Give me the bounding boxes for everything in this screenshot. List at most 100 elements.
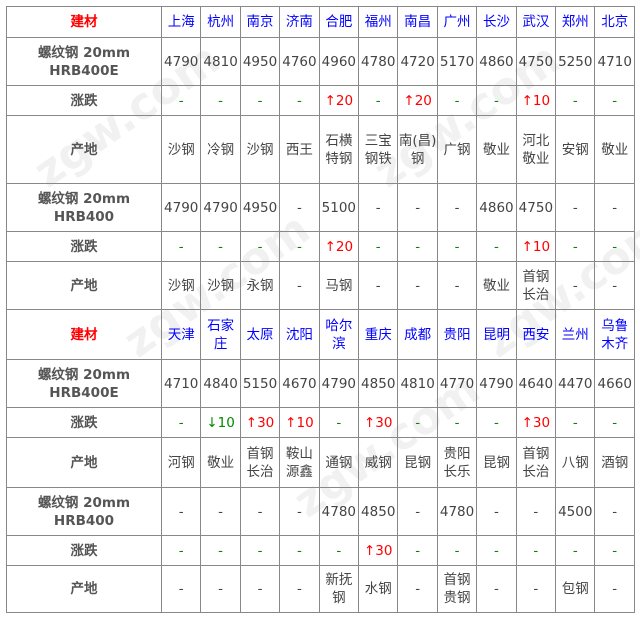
price-cell: -: [279, 487, 320, 536]
change-cell: -: [594, 85, 635, 116]
price-cell: 4470: [555, 359, 596, 408]
origin-cell: 沙钢: [160, 115, 202, 184]
change-cell: -: [200, 535, 241, 566]
header-label: 建材: [6, 6, 162, 38]
change-cell: -: [594, 407, 635, 438]
row-label: 产地: [6, 565, 162, 613]
change-cell: -: [555, 407, 596, 438]
row-label: 产地: [6, 115, 162, 184]
price-cell: 4810: [397, 359, 438, 408]
change-cell: -: [397, 231, 438, 262]
change-cell: -: [358, 85, 399, 116]
price-cell: 4720: [397, 37, 438, 86]
change-cell: -: [436, 535, 478, 566]
price-cell: 4710: [160, 359, 202, 408]
change-cell: -: [515, 535, 557, 566]
origin-cell: 河钢: [160, 437, 202, 488]
origin-cell: 酒钢: [594, 437, 635, 488]
origin-cell: 河北敬业: [515, 115, 557, 184]
origin-cell: 昆钢: [397, 437, 438, 488]
price-cell: 4760: [279, 37, 320, 86]
city-header: 杭州: [200, 6, 241, 38]
change-cell: -: [318, 407, 360, 438]
change-cell: -: [239, 231, 281, 262]
city-header: 天津: [160, 309, 202, 360]
change-cell: -: [555, 231, 596, 262]
city-header: 南京: [239, 6, 281, 38]
price-cell: 4670: [279, 359, 320, 408]
city-header: 哈尔滨: [318, 309, 360, 360]
price-cell: 4660: [594, 359, 635, 408]
change-cell: -: [279, 535, 320, 566]
change-cell: -: [160, 407, 202, 438]
row-label: 产地: [6, 437, 162, 488]
origin-cell: -: [515, 565, 557, 613]
price-cell: 4500: [555, 487, 596, 536]
change-cell: -: [594, 535, 635, 566]
row-label: 螺纹钢 20mm HRB400E: [6, 359, 162, 408]
origin-row: 产地 沙钢 冷钢 沙钢 西王 石横特钢 三宝钢铁 南(昌)钢 广钢 敬业 河北敬业 安钢 敬业: [6, 115, 635, 184]
city-header: 贵阳: [436, 309, 478, 360]
price-row: 螺纹钢 20mm HRB400- - - -4780 4850-4780- -4500-: [6, 487, 635, 536]
change-cell: -: [476, 407, 517, 438]
city-header: 沈阳: [279, 309, 320, 360]
price-row: 螺纹钢 20mm HRB400E 4710 4840 5150 4670 4790 4850 4…: [6, 359, 635, 408]
city-header: 合肥: [318, 6, 360, 38]
origin-cell: 安钢: [555, 115, 596, 184]
price-cell: 4780: [358, 37, 399, 86]
origin-cell: -: [200, 565, 241, 613]
origin-cell: -: [358, 261, 399, 310]
change-cell: -: [436, 231, 478, 262]
price-cell: 5170: [436, 37, 478, 86]
origin-cell: -: [436, 261, 478, 310]
origin-cell: -: [397, 261, 438, 310]
city-header: 上海: [160, 6, 202, 38]
change-cell: -: [160, 231, 202, 262]
origin-cell: 三宝钢铁: [358, 115, 399, 184]
origin-row: 产地 河钢 敬业 首钢长治 鞍山源鑫 通钢 威钢 昆钢 贵阳长乐 昆钢 首钢长治 八钢 酒钢: [6, 437, 635, 488]
city-header: 北京: [594, 6, 635, 38]
change-cell: -: [358, 231, 399, 262]
change-cell: -: [160, 535, 202, 566]
change-cell: ↑20: [318, 85, 360, 116]
header-label: 建材: [6, 309, 162, 360]
origin-cell: -: [239, 565, 281, 613]
origin-cell: 西王: [279, 115, 320, 184]
origin-cell: 南(昌)钢: [397, 115, 438, 184]
price-cell: -: [358, 183, 399, 232]
price-cell: 4950: [239, 37, 281, 86]
change-cell: -: [160, 85, 202, 116]
row-label: 产地: [6, 261, 162, 310]
row-label: 螺纹钢 20mm HRB400: [6, 487, 162, 536]
change-row: 涨跌 - ↓10 ↑30 ↑10- ↑30- - - ↑30- -: [6, 407, 635, 438]
price-cell: 4850: [358, 487, 399, 536]
price-cell: -: [397, 183, 438, 232]
price-cell: 4810: [200, 37, 241, 86]
price-cell: 4790: [200, 183, 241, 232]
origin-row: 产地 沙钢 沙钢 永钢 - 马钢 - - - 敬业 首钢长治 - -: [6, 261, 635, 310]
change-cell: ↑30: [358, 535, 399, 566]
change-cell: -: [239, 535, 281, 566]
price-cell: 4770: [436, 359, 478, 408]
price-cell: 4710: [594, 37, 635, 86]
origin-cell: 首钢长治: [515, 437, 557, 488]
row-label: 涨跌: [6, 85, 162, 116]
price-cell: 4790: [160, 37, 202, 86]
city-header: 乌鲁木齐: [594, 309, 635, 360]
price-cell: 4850: [358, 359, 399, 408]
price-cell: 4950: [239, 183, 281, 232]
price-cell: 4840: [200, 359, 241, 408]
change-cell: ↑10: [279, 407, 320, 438]
change-cell: ↓10: [200, 407, 241, 438]
origin-cell: 广钢: [436, 115, 478, 184]
origin-cell: 石横特钢: [318, 115, 360, 184]
origin-cell: -: [594, 261, 635, 310]
change-cell: ↑10: [515, 85, 557, 116]
price-cell: 4790: [318, 359, 360, 408]
origin-cell: -: [279, 565, 320, 613]
change-cell: -: [555, 535, 596, 566]
origin-cell: 首钢长治: [515, 261, 557, 310]
change-cell: -: [239, 85, 281, 116]
price-cell: 4790: [160, 183, 202, 232]
change-cell: -: [436, 407, 478, 438]
